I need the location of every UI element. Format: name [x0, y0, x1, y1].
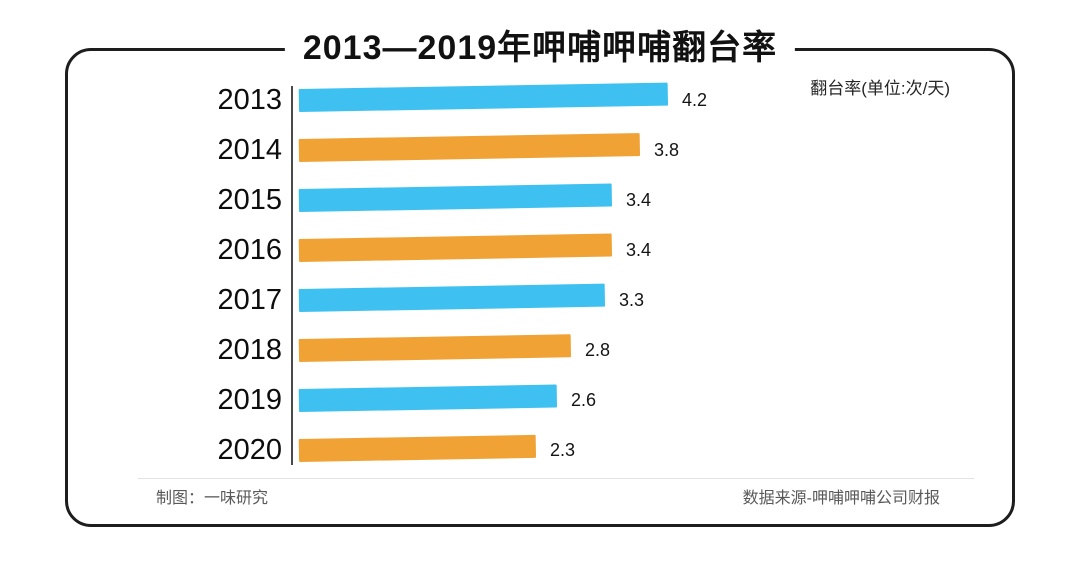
chart-row-2020: 2020 2.3	[68, 434, 1012, 466]
chart-row-2017: 2017 3.3	[68, 283, 1012, 316]
bar-2016	[298, 233, 613, 262]
year-label: 2018	[217, 334, 282, 366]
chart-row-2014: 2014 3.8	[68, 132, 1012, 166]
year-label: 2016	[217, 234, 282, 266]
value-label: 3.3	[619, 289, 645, 310]
bar-2015	[298, 183, 613, 212]
bar-2019	[298, 384, 558, 412]
year-label: 2017	[217, 284, 282, 316]
value-label: 3.8	[654, 139, 680, 160]
value-label: 2.6	[571, 389, 597, 410]
chart-rows: 2013 4.2 2014 3.8 2015 3.4 2016 3.4 2017 3.3 2018 2…	[68, 82, 1012, 466]
footer-divider	[138, 478, 974, 479]
value-label: 2.3	[550, 439, 576, 460]
chart-card: 2013—2019年呷哺呷哺翻台率 翻台率(单位:次/天) 2013 4.2 201…	[65, 22, 1015, 527]
year-label: 2015	[217, 184, 282, 216]
bar-2020	[298, 434, 537, 462]
value-label: 2.8	[585, 339, 611, 360]
bar-2013	[298, 82, 669, 112]
bar-2017	[298, 283, 606, 312]
y-axis-line	[291, 86, 293, 465]
year-label: 2020	[217, 434, 282, 466]
source-label: 数据来源-呷哺呷哺公司财报	[742, 490, 940, 507]
value-label: 4.2	[682, 89, 708, 110]
chart-row-2015: 2015 3.4	[68, 183, 1012, 216]
chart-row-2013: 2013 4.2	[68, 82, 1012, 116]
bar-2018	[298, 333, 572, 362]
year-label: 2014	[217, 134, 282, 166]
year-label: 2013	[217, 84, 282, 116]
chart-title: 2013—2019年呷哺呷哺翻台率	[284, 22, 796, 74]
bar-2014	[298, 132, 641, 162]
credit-label: 制图：一味研究	[156, 490, 269, 507]
chart-row-2019: 2019 2.6	[68, 384, 1012, 416]
bar-chart: 2013 4.2 2014 3.8 2015 3.4 2016 3.4 2017 3.3 2018 2…	[68, 82, 1012, 488]
year-label: 2019	[217, 384, 282, 416]
value-label: 3.4	[626, 189, 652, 210]
value-label: 3.4	[626, 239, 652, 260]
chart-row-2018: 2018 2.8	[68, 333, 1012, 366]
footer: 制图：一味研究 数据来源-呷哺呷哺公司财报	[156, 484, 940, 508]
chart-row-2016: 2016 3.4	[68, 233, 1012, 266]
unit-label: 翻台率(单位:次/天)	[810, 79, 950, 98]
